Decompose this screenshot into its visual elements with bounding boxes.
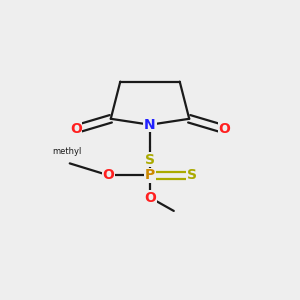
- Text: O: O: [103, 168, 114, 182]
- Text: O: O: [218, 122, 230, 136]
- Text: S: S: [145, 152, 155, 167]
- Text: O: O: [70, 122, 82, 136]
- Text: O: O: [144, 190, 156, 205]
- Text: P: P: [145, 168, 155, 182]
- Text: S: S: [187, 168, 196, 182]
- Text: methyl: methyl: [52, 147, 82, 156]
- Text: N: N: [144, 118, 156, 132]
